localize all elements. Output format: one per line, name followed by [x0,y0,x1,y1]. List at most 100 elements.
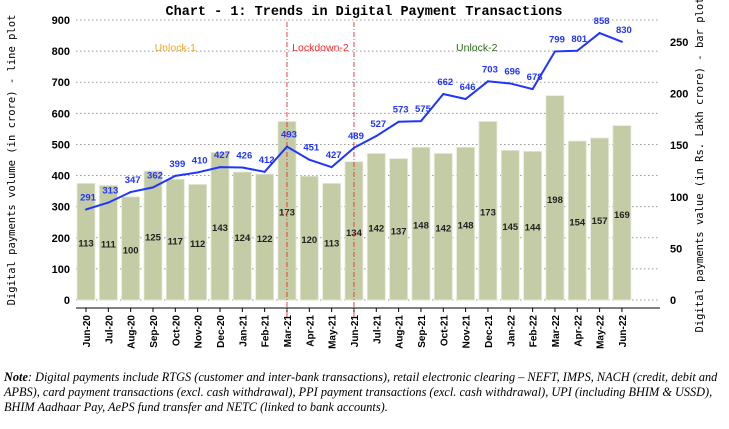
line-point [375,135,378,138]
bar-data-label: 144 [525,223,542,234]
bar [232,171,252,301]
x-tick-label: May-21 [328,315,339,349]
x-tick-label: Jan-21 [238,315,249,347]
left-tick-label: 300 [52,202,70,214]
line-data-label: 830 [616,25,632,36]
x-tick-label: Apr-21 [305,315,316,347]
x-tick-label: Sep-20 [149,315,160,348]
x-tick-label: Feb-21 [261,315,272,348]
line-point [598,32,601,35]
right-tick-label: 150 [670,140,688,152]
line-data-label: 489 [348,131,364,142]
line-data-label: 427 [214,150,230,161]
line-data-label: 313 [102,186,118,197]
line-point [151,186,154,189]
bar-data-label: 122 [257,234,273,245]
bar [299,175,319,301]
note-label: Note [4,370,28,384]
left-tick-label: 500 [52,139,70,151]
phase-label: Lockdown-2 [292,42,349,54]
line-point [308,158,311,161]
x-tick-label: Mar-21 [283,315,294,348]
left-tick-label: 100 [52,264,70,276]
bar-data-label: 145 [502,222,519,233]
bar-data-label: 169 [614,210,630,221]
bar [165,178,185,301]
line-data-label: 451 [303,143,320,154]
phase-label: Unlock-2 [456,42,498,54]
line-point [85,208,87,211]
left-tick-label: 200 [52,233,70,245]
left-tick-label: 400 [52,171,70,183]
x-tick-label: Dec-20 [216,315,227,348]
line-data-label: 362 [147,170,163,181]
bar-data-label: 100 [123,245,139,256]
line-data-label: 399 [169,159,185,170]
line-point [352,146,355,149]
bar [523,150,542,301]
left-tick-label: 800 [52,46,70,58]
x-tick-label: Jul-20 [104,315,115,344]
bar-data-label: 142 [368,224,384,235]
line-point [330,166,333,169]
chart: Chart - 1: Trends in Digital Payment Tra… [6,0,706,349]
line-point [419,120,422,123]
left-tick-label: 700 [52,77,70,89]
x-tick-label: Apr-22 [573,315,584,347]
right-tick-label: 200 [670,89,688,101]
bar [255,173,275,301]
bar-data-label: 142 [435,224,451,235]
chart-title: Chart - 1: Trends in Digital Payment Tra… [166,5,563,20]
line-point [576,49,579,52]
x-tick-label: Oct-20 [171,315,182,347]
line-point [509,82,512,85]
line-data-label: 426 [236,150,252,161]
line-data-label: 696 [504,66,520,77]
bar [545,95,565,301]
bar [500,149,520,301]
bar [188,184,208,301]
right-tick-label: 0 [670,295,676,307]
left-tick-label: 600 [52,108,70,120]
line-data-label: 573 [393,105,409,116]
line-data-label: 347 [125,175,141,186]
bar-data-label: 113 [324,239,339,250]
line-point [620,40,623,43]
bar [98,185,118,301]
x-tick-label: Feb-22 [529,315,540,348]
x-tick-label: Jul-21 [372,315,383,344]
bar-data-label: 148 [458,221,474,232]
x-tick-label: Jan-22 [506,315,517,347]
line-data-label: 412 [259,155,275,166]
x-tick-label: Nov-20 [194,315,205,349]
right-tick-label: 50 [670,243,682,255]
left-axis-label: Digital payments volume (in crore) - lin… [6,15,18,306]
line-point [107,201,110,204]
bar-data-label: 124 [234,233,251,244]
x-tick-label: Mar-22 [551,315,562,348]
line-data-label: 799 [549,34,565,45]
bar [389,158,409,301]
bar [76,182,96,301]
bar [478,121,498,301]
line-point [174,174,177,177]
line-point [553,50,556,53]
bar [121,196,141,301]
bar [590,137,609,301]
left-tick-label: 900 [52,15,70,27]
line-point [486,80,489,83]
line-data-label: 662 [437,77,453,88]
bar-data-label: 117 [168,237,183,248]
x-tick-label: Oct-21 [439,315,450,347]
x-tick-label: Aug-21 [395,315,406,349]
line-data-label: 427 [326,150,342,161]
bar [366,153,386,301]
bar-data-label: 143 [212,223,228,234]
bar-data-label: 125 [145,233,162,244]
line-data-label: 410 [192,155,208,166]
bar-data-label: 148 [413,221,429,232]
line-data-label: 575 [415,104,432,115]
line-data-label: 646 [460,82,476,93]
line-point [285,145,288,148]
x-tick-label: Aug-20 [127,315,138,349]
